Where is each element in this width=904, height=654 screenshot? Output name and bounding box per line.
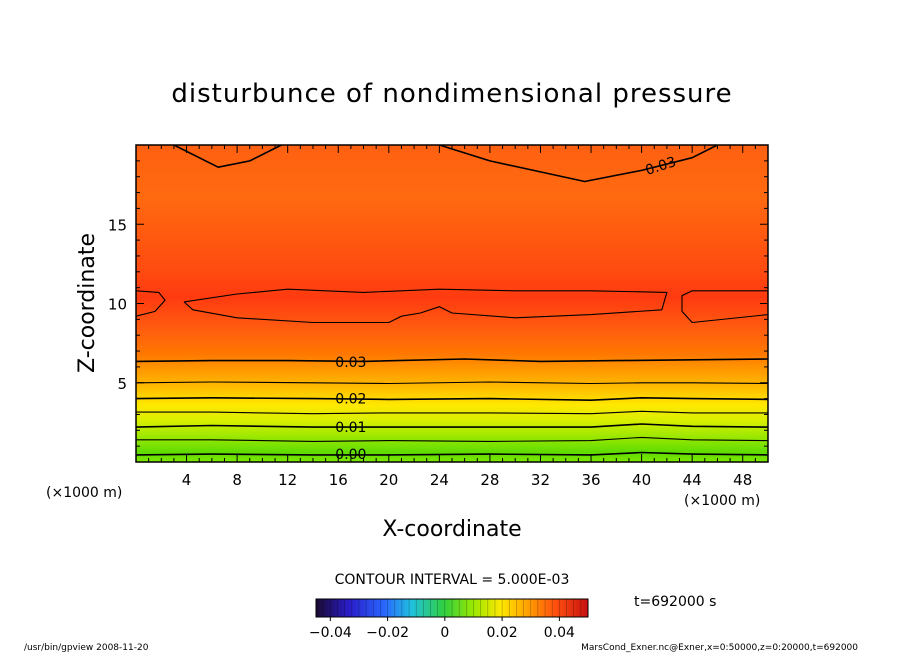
contour-line-11 [439, 145, 718, 183]
footer-left: /usr/bin/gpview 2008-11-20 [24, 643, 149, 653]
x-tick-label: 44 [683, 471, 702, 489]
contour-line-10 [173, 145, 282, 168]
contour-line-9 [681, 290, 768, 324]
x-tick-label: 40 [632, 471, 651, 489]
colorbar: −0.04 −0.02 0 0.02 0.04 [309, 598, 589, 641]
y-axis-label: Z-coordinate [75, 233, 100, 373]
x-tick-label: 28 [480, 471, 499, 489]
y-tick-label: 15 [108, 216, 127, 234]
x-tick-label: 16 [329, 471, 348, 489]
contour-line-7 [136, 290, 166, 317]
colorbar-tick-label: 0 [440, 625, 449, 641]
chart-title: disturbunce of nondimensional pressure [171, 79, 732, 109]
y-axis-ticks: 5 10 15 [108, 160, 768, 447]
x-tick-label: 8 [232, 471, 242, 489]
y-tick-label: 5 [117, 375, 127, 393]
x-tick-label: 24 [430, 471, 449, 489]
x-axis-ticks: 4 8 12 16 20 24 28 32 36 40 44 48 [148, 145, 756, 489]
contour-line-2 [136, 423, 768, 428]
contour-label-1: 0.01 [335, 420, 366, 436]
colorbar-gradient [316, 599, 588, 617]
x-tick-label: 12 [278, 471, 297, 489]
colorbar-frame [315, 598, 589, 618]
x-tick-label: 20 [379, 471, 398, 489]
time-label: t=692000 s [634, 594, 716, 610]
colorbar-ticks: −0.04 −0.02 0 0.02 0.04 [309, 617, 575, 641]
colorbar-tick-label: 0.02 [487, 625, 518, 641]
contour-label-2: 0.02 [335, 392, 366, 408]
x-tick-label: 36 [581, 471, 600, 489]
contour-lines [136, 145, 768, 456]
z-unit-label: (×1000 m) [46, 485, 122, 501]
x-tick-label: 4 [182, 471, 192, 489]
contour-line-6 [136, 358, 768, 363]
plot-area: 0.000.010.020.030.03 4 8 12 16 20 24 28 32 36 40 4… [108, 144, 769, 489]
contour-fill [136, 145, 768, 462]
colorbar-tick-label: −0.02 [366, 625, 409, 641]
contour-line-5 [136, 381, 768, 385]
x-unit-label: (×1000 m) [684, 493, 760, 509]
x-tick-label: 48 [733, 471, 752, 489]
contour-interval-text: CONTOUR INTERVAL = 5.000E-03 [335, 572, 570, 588]
contour-label-3: 0.03 [335, 355, 366, 371]
contour-label-0: 0.00 [335, 447, 366, 463]
y-tick-label: 10 [108, 296, 127, 314]
contour-line-3 [136, 410, 768, 415]
colorbar-tick-label: −0.04 [309, 625, 352, 641]
x-axis-label: X-coordinate [382, 517, 521, 542]
footer-right: MarsCond_Exner.nc@Exner,x=0:50000,z=0:20… [581, 643, 858, 653]
x-tick-label: 32 [531, 471, 550, 489]
contour-line-8 [183, 288, 668, 324]
contour-line-1 [136, 436, 768, 442]
colorbar-tick-label: 0.04 [544, 625, 575, 641]
contour-line-4 [136, 397, 768, 401]
